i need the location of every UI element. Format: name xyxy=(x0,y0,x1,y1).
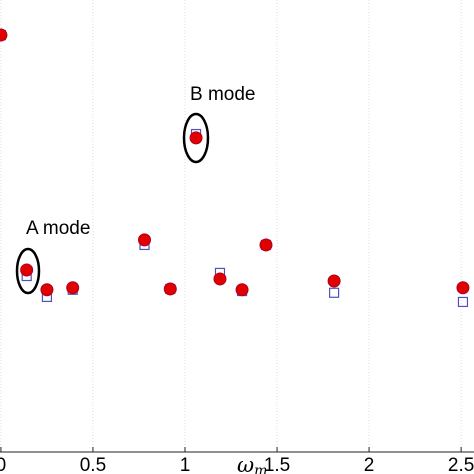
x-tick-label: 0.5 xyxy=(80,455,106,474)
marker-circle xyxy=(20,263,34,277)
b-mode-ellipse xyxy=(182,112,210,164)
marker-circle xyxy=(189,131,203,145)
marker-circle xyxy=(0,28,8,42)
marker-circle xyxy=(259,238,273,252)
marker-square xyxy=(457,296,469,308)
x-label-symbol: ω xyxy=(237,453,254,474)
x-axis-label: ωm xyxy=(237,453,267,474)
marker-circle xyxy=(40,283,54,297)
x-tick-label: 0 xyxy=(0,455,6,474)
x-tick-label: 2 xyxy=(364,455,375,474)
marker-circle xyxy=(456,281,470,295)
marker-circle xyxy=(327,274,341,288)
annotation: A mode xyxy=(26,218,90,239)
x-label-subscript: m xyxy=(254,463,267,474)
marker-circle xyxy=(213,272,227,286)
grid xyxy=(0,0,462,452)
x-tick-label: 1 xyxy=(180,455,191,474)
annotation: B mode xyxy=(190,84,255,105)
a-mode-ellipse xyxy=(15,247,41,295)
marker-circle xyxy=(163,282,177,296)
marker-circle xyxy=(235,283,249,297)
x-tick-label: 2.5 xyxy=(448,455,474,474)
x-tick-label: 1.5 xyxy=(264,455,290,474)
marker-circle xyxy=(66,281,80,295)
marker-square xyxy=(329,287,340,298)
marker-circle xyxy=(138,233,152,247)
